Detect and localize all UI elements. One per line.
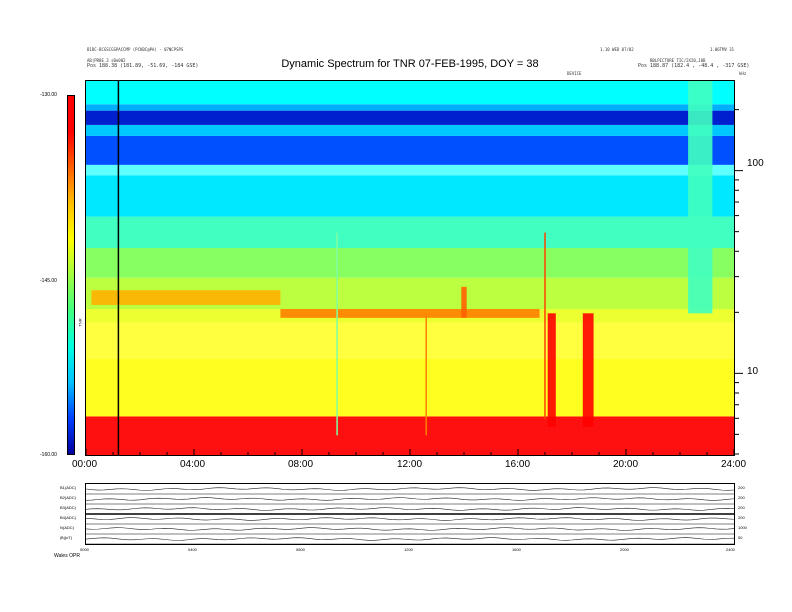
data-panels [85, 483, 735, 545]
spectrum-band-13 [86, 81, 734, 105]
spectrum-feature-0 [547, 313, 556, 427]
spectrum-band-9 [86, 135, 734, 165]
time-tick-0400: 04:00 [180, 459, 206, 470]
panel-time-tick-2400: 2400 [726, 547, 735, 552]
colorbar-tick-top: -130.00 [40, 92, 57, 98]
spectrum-svg [86, 81, 734, 455]
header-left-line3: Pos 188.38 (181.89, -51.69, -184 GSE) [87, 63, 199, 69]
panel-time-tick-0400: 0400 [188, 547, 197, 552]
spectrum-band-11 [86, 110, 734, 125]
panel-trace [86, 537, 734, 541]
panel-trace [86, 497, 734, 501]
panel-trace [86, 507, 734, 511]
panel-time-tick-1600: 1600 [512, 547, 521, 552]
spectrum-band-8 [86, 164, 734, 176]
freq-unit-label: kHz [739, 71, 747, 76]
header-right-line4: Pos 188.87 (182.4 , -48.4 , -317 GSE) [638, 63, 750, 69]
panel-right-n: 1000 [738, 525, 747, 530]
panel-time-tick-0800: 0800 [296, 547, 305, 552]
colorbar-tick-mid: -145.00 [40, 278, 57, 284]
panel-right-b2: 200 [738, 495, 745, 500]
spectrum-band-10 [86, 124, 734, 136]
panel-right-b: 50 [738, 535, 743, 540]
spectrum-feature-1 [582, 313, 594, 427]
header-left-line1: B1DC-BCGSCGSPACCMP (PCKBC@PA) - 07NCPSPS [87, 47, 184, 52]
spectrum-band-2 [86, 322, 734, 359]
header-right-line2: 1.06TMV 31 [710, 47, 735, 52]
panel-trace [86, 517, 734, 521]
panel-right-b3: 200 [738, 505, 745, 510]
header-left-line2: AB|PR8E.3 sBe002 [87, 58, 126, 63]
panel-right-b4: 200 [738, 515, 745, 520]
spectrum-band-7 [86, 175, 734, 217]
colorbar-tick-bottom: -160.00 [40, 452, 57, 458]
panel-time-tick-0000: 0000 [80, 547, 89, 552]
spectrum-band-1 [86, 358, 734, 417]
spectrum-feature-4 [280, 309, 540, 318]
panel-trace [86, 527, 734, 531]
time-tick-1200: 12:00 [397, 459, 423, 470]
time-tick-2000: 20:00 [613, 459, 639, 470]
header-right-line1: 1.10 WED 07/02 [600, 47, 634, 52]
panel-time-tick-2000: 2000 [620, 547, 629, 552]
dynamic-spectrum [85, 80, 735, 456]
time-tick-0000: 00:00 [72, 459, 98, 470]
spectrum-band-5 [86, 248, 734, 278]
panel-label-b4: B4(ADC) [60, 515, 77, 520]
panel-label-n: N(ADC) [60, 525, 74, 530]
panel-right-b1: 200 [738, 485, 745, 490]
freq-tick-100: 100 [747, 158, 764, 169]
panel-label-b1: B1(ADC) [60, 485, 77, 490]
panel-time-tick-1200: 1200 [404, 547, 413, 552]
panel-label-b: |B|(nT) [60, 535, 73, 540]
panel-trace [86, 487, 734, 491]
header-center-small: DEVICE [567, 71, 582, 76]
time-tick-0800: 08:00 [288, 459, 314, 470]
header-right-line3: BBLPICTURE TIC/2X20,J0B [650, 58, 706, 63]
spectrum-band-0 [86, 416, 734, 455]
colorbar-label: TNR [77, 318, 83, 327]
frequency-axis [735, 109, 743, 455]
spectrum-feature-3 [91, 290, 281, 305]
freq-tick-10: 10 [747, 366, 759, 377]
colorbar [67, 95, 75, 455]
panel-label-b3: B3(ADC) [60, 505, 77, 510]
time-tick-2400: 24:00 [721, 459, 747, 470]
spectrum-band-12 [86, 104, 734, 111]
chart-title: Dynamic Spectrum for TNR 07-FEB-1995, DO… [281, 58, 539, 70]
panel-label-b2: B2(ADC) [60, 495, 77, 500]
spectrum-band-6 [86, 216, 734, 249]
spectrum-feature-2 [688, 81, 713, 314]
time-tick-1600: 16:00 [505, 459, 531, 470]
spectrum-feature-5 [461, 286, 467, 318]
panels-svg [86, 487, 734, 544]
footer-text: Wales OPR [54, 553, 80, 559]
